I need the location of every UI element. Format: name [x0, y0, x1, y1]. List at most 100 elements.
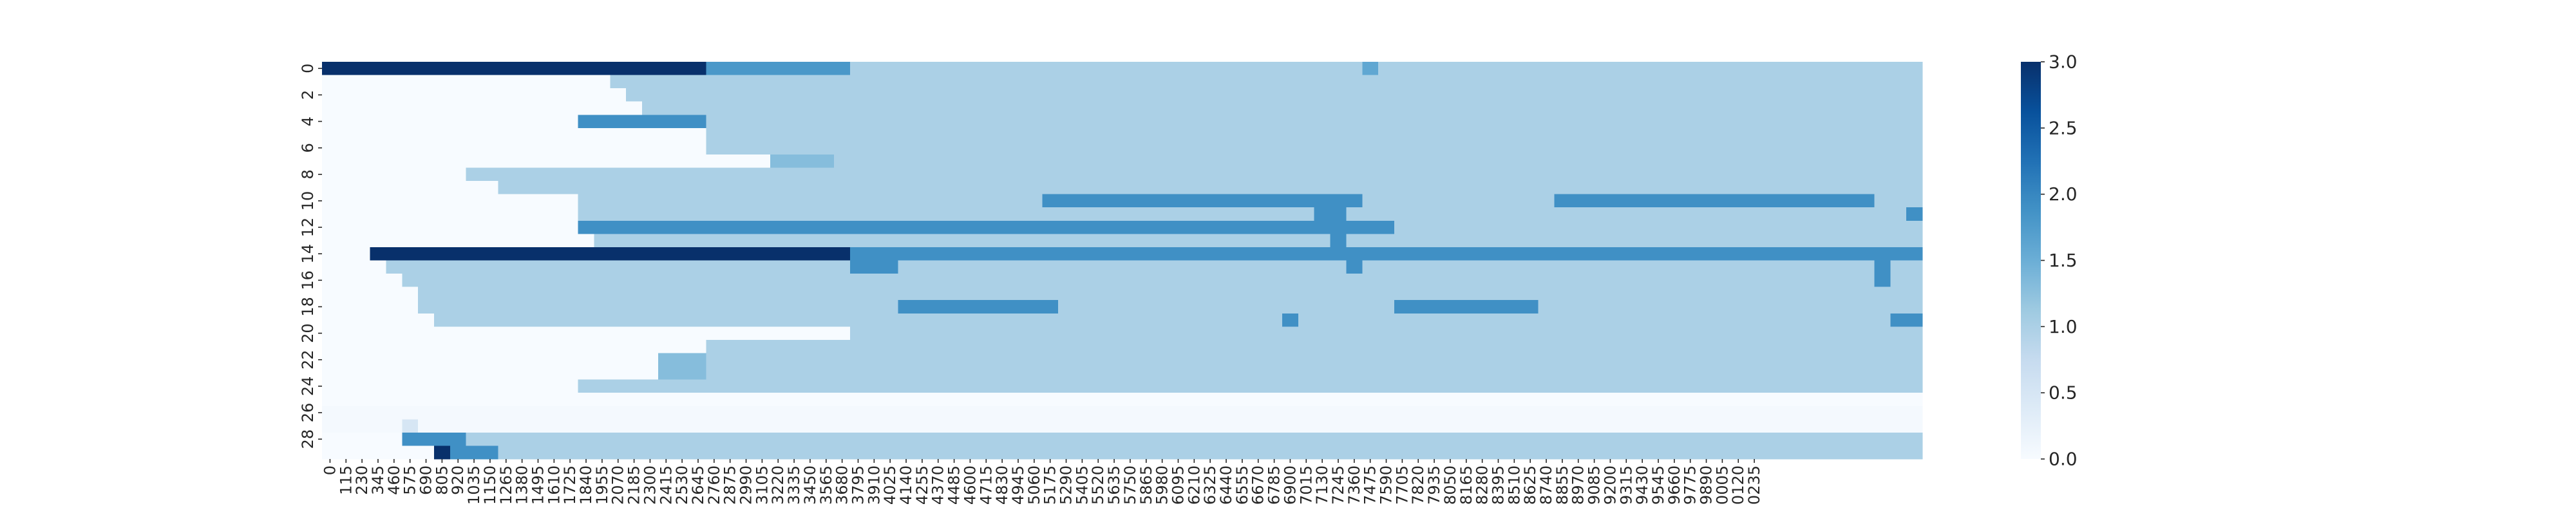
x-tick-label: 7245: [1329, 465, 1347, 505]
heatmap-cell: [1890, 260, 1923, 274]
y-tick-label: 18: [299, 297, 317, 317]
x-tick-label: 3680: [833, 465, 851, 505]
heatmap-cell: [1362, 62, 1379, 75]
heatmap-cell: [1874, 194, 1923, 208]
x-tick-label: 2990: [737, 465, 755, 505]
x-tick-label: 5290: [1057, 465, 1075, 505]
colorbar-tick-label: 0.0: [2049, 449, 2078, 470]
x-tick-label: 2185: [625, 465, 643, 505]
heatmap-cell: [850, 62, 1363, 75]
heatmap-cell: [322, 115, 578, 129]
heatmap-cell: [322, 167, 467, 182]
y-tick-label: 16: [299, 270, 317, 290]
heatmap-cell: [770, 154, 835, 168]
x-tick-label: 3565: [817, 465, 835, 505]
y-tick-label: 12: [299, 218, 317, 238]
heatmap-cell: [1346, 260, 1363, 274]
x-tick-label: 1840: [577, 465, 595, 505]
heatmap-cell: [850, 260, 898, 274]
x-tick-label: 9430: [1633, 465, 1651, 505]
heatmap-cell: [706, 353, 1923, 367]
heatmap-cell: [322, 181, 498, 195]
x-tick-label: 3910: [865, 465, 883, 505]
heatmap-cell: [466, 167, 1923, 182]
heatmap-cell: [1330, 234, 1347, 248]
heatmap-cell: [322, 220, 578, 234]
heatmap-cell: [658, 366, 706, 380]
x-tick-label: 4255: [913, 465, 931, 505]
y-tick-label: 26: [299, 403, 317, 423]
heatmap-cell: [1058, 300, 1395, 314]
x-tick-label: 5980: [1153, 465, 1171, 505]
x-tick-label: 345: [369, 465, 387, 495]
x-tick-label: 8280: [1473, 465, 1492, 505]
x-tick-label: 920: [449, 465, 467, 495]
heatmap-cell: [1538, 300, 1923, 314]
y-tick-label: 22: [299, 350, 317, 370]
heatmap-cell: [1346, 234, 1923, 248]
x-tick-label: 7360: [1345, 465, 1363, 505]
heatmap-cell: [322, 313, 435, 327]
x-tick-label: 4830: [993, 465, 1011, 505]
heatmap-cell: [578, 194, 1043, 208]
heatmap-cell: [706, 62, 851, 75]
x-tick-label: 805: [433, 465, 451, 495]
x-tick-label: 1725: [561, 465, 579, 505]
x-tick-label: 5405: [1073, 465, 1091, 505]
heatmap-cell: [658, 353, 706, 367]
x-tick-label: 2875: [721, 465, 739, 505]
x-tick-label: 2300: [641, 465, 659, 505]
heatmap-cell: [433, 313, 1283, 327]
heatmap-cell: [1874, 274, 1891, 288]
heatmap-cell: [1362, 194, 1555, 208]
colorbar-tick-label: 1.5: [2049, 250, 2078, 271]
x-tick-label: 575: [401, 465, 419, 495]
heatmap-cell: [1378, 62, 1923, 75]
heatmap-cell: [322, 406, 1923, 420]
x-tick-label: 1380: [513, 465, 531, 505]
x-tick-label: 6670: [1249, 465, 1267, 505]
y-tick-label: 6: [299, 143, 317, 153]
heatmap-cell: [850, 326, 1923, 341]
heatmap-cell: [578, 207, 1315, 221]
x-tick-label: 8510: [1505, 465, 1523, 505]
heatmap-cell: [322, 194, 578, 208]
x-tick-label: 460: [385, 465, 403, 495]
heatmap-cell: [642, 101, 1923, 115]
y-tick-label: 2: [299, 90, 317, 100]
colorbar-tick-label: 2.0: [2049, 183, 2078, 205]
x-tick-label: 9315: [1617, 465, 1635, 505]
heatmap-cell: [1314, 207, 1347, 221]
heatmap-cell: [1554, 194, 1875, 208]
x-tick-label: 7935: [1425, 465, 1443, 505]
x-tick-label: 6900: [1281, 465, 1299, 505]
x-tick-label: 5750: [1121, 465, 1139, 505]
heatmap-cells: [322, 62, 1923, 460]
x-tick-label: 1495: [529, 465, 547, 505]
x-tick-label: 3450: [801, 465, 819, 505]
heatmap-cell: [1282, 313, 1299, 327]
y-tick-label: 0: [299, 64, 317, 73]
colorbar-tick-label: 1.0: [2049, 316, 2078, 337]
heatmap-cell: [402, 432, 467, 446]
heatmap-cell: [850, 247, 1923, 261]
x-tick-label: 230: [353, 465, 371, 495]
heatmap-cell: [1890, 274, 1923, 288]
x-tick-label: 4025: [881, 465, 899, 505]
x-tick-label: 0235: [1745, 465, 1763, 505]
x-tick-label: 8050: [1441, 465, 1459, 505]
heatmap-cell: [433, 445, 451, 460]
heatmap-cell: [322, 393, 1923, 407]
heatmap-cell: [386, 260, 851, 274]
x-tick-label: 9545: [1649, 465, 1667, 505]
x-tick-label: 2645: [689, 465, 707, 505]
x-tick-label: 4485: [945, 465, 963, 505]
x-tick-label: 6555: [1233, 465, 1251, 505]
heatmap-cell: [898, 260, 1347, 274]
x-tick-label: 5865: [1137, 465, 1155, 505]
heatmap-cell: [706, 115, 1923, 129]
heatmap-cell: [706, 127, 1923, 142]
x-tick-label: 8740: [1537, 465, 1555, 505]
x-tick-label: 5635: [1105, 465, 1123, 505]
